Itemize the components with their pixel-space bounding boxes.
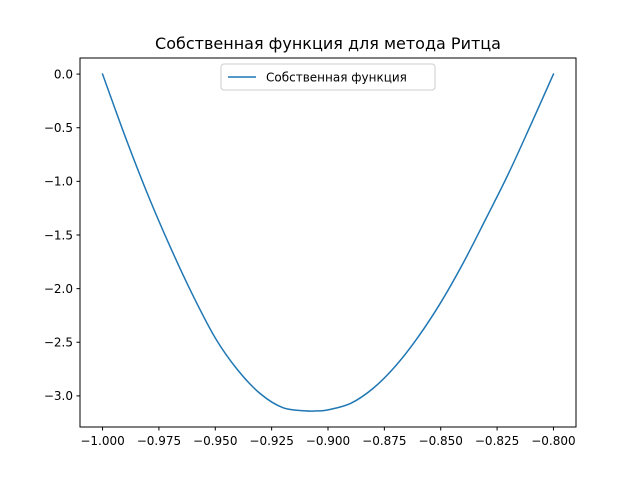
- series-layer: [101, 73, 555, 412]
- y-tick-label: −1.5: [44, 228, 73, 242]
- x-tick-label: −0.900: [306, 434, 350, 448]
- y-tick-label: −2.5: [44, 336, 73, 350]
- y-tick-label: −1.0: [44, 175, 73, 189]
- x-tick-label: −0.825: [475, 434, 519, 448]
- x-tick-label: −0.975: [137, 434, 181, 448]
- legend-box: [220, 63, 436, 91]
- plot-frame: [79, 57, 577, 428]
- y-tick-label: −0.5: [44, 121, 73, 135]
- y-axis: 0.0 −0.5 −1.0 −1.5 −2.0 −2.5 −3.0: [44, 67, 80, 403]
- plot-area: [80, 58, 576, 427]
- x-tick-label: −1.000: [80, 434, 124, 448]
- x-tick-label: −0.875: [362, 434, 406, 448]
- legend-label: Собственная функция: [266, 70, 407, 84]
- x-axis: −1.000 −0.975 −0.950 −0.925 −0.900 −0.875 −0.8…: [80, 427, 576, 448]
- x-tick-label: −0.925: [249, 434, 293, 448]
- x-tick-label: −0.800: [531, 434, 575, 448]
- series-line: [101, 73, 555, 412]
- x-tick-label: −0.950: [193, 434, 237, 448]
- x-tick-label: −0.850: [419, 434, 463, 448]
- y-tick-label: −3.0: [44, 389, 73, 403]
- chart-title: Собственная функция для метода Ритца: [155, 34, 501, 53]
- y-tick-label: −2.0: [44, 282, 73, 296]
- y-tick-label: 0.0: [54, 67, 73, 81]
- legend: Собственная функция: [220, 63, 436, 91]
